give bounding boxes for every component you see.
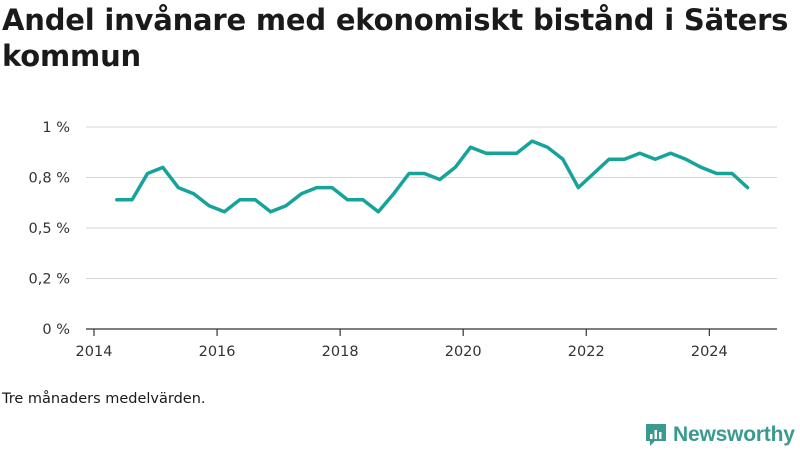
x-tick-label: 2024 (691, 344, 728, 360)
chart-note: Tre månaders medelvärden. (2, 391, 206, 407)
brand-logo[interactable]: Newsworthy (644, 420, 795, 450)
x-tick-label: 2016 (199, 344, 236, 360)
x-tick-label: 2014 (76, 344, 113, 360)
series-line-0 (115, 139, 750, 214)
brand-name: Newsworthy (673, 423, 795, 446)
series-layer (115, 139, 750, 214)
newsworthy-logo-icon (646, 424, 666, 446)
chart-title: Andel invånare med ekonomiskt bistånd i … (2, 3, 789, 73)
y-tick-label: 0,2 % (29, 272, 70, 288)
y-tick-label: 0 % (42, 322, 70, 338)
y-tick-label: 1 % (42, 120, 70, 136)
x-tick-label: 2020 (445, 344, 482, 360)
y-tick-label: 0,8 % (29, 171, 70, 187)
x-axis: 2014 2016 2018 2020 2022 2024 (76, 328, 777, 360)
x-tick-label: 2022 (568, 344, 605, 360)
y-tick-label: 0,5 % (29, 221, 70, 237)
x-tick-label: 2018 (322, 344, 359, 360)
y-axis: 0 % 0,2 % 0,5 % 0,8 % 1 % (29, 120, 70, 338)
gridlines (86, 126, 777, 279)
